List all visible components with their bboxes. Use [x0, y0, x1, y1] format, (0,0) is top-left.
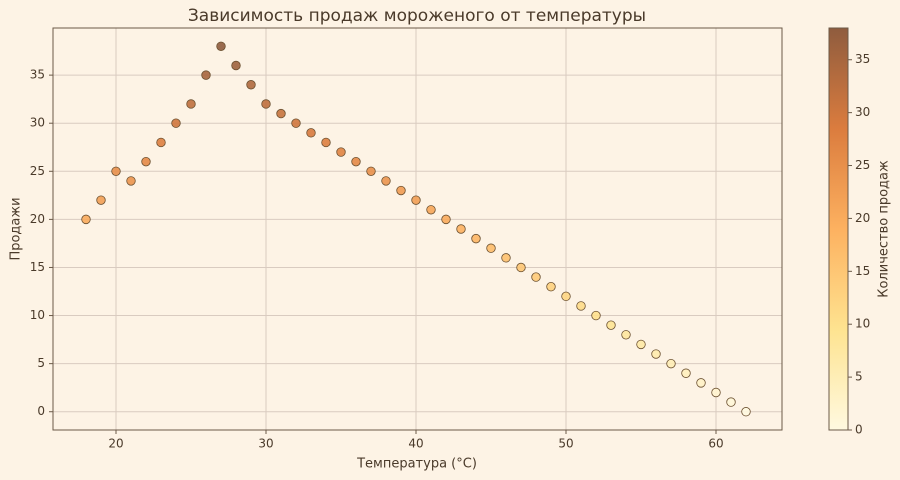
- y-tick-label: 5: [37, 356, 45, 370]
- point: [81, 214, 91, 225]
- point: [351, 156, 361, 167]
- point: [546, 282, 556, 292]
- point: [636, 339, 646, 350]
- point: [261, 99, 271, 109]
- point: [411, 195, 421, 205]
- x-tick-label: 30: [258, 437, 273, 451]
- point: [171, 118, 181, 128]
- point: [486, 243, 496, 253]
- point: [666, 358, 676, 369]
- y-tick-label: 0: [37, 404, 45, 418]
- point: [396, 185, 406, 196]
- colorbar-tick-label: 15: [855, 264, 870, 278]
- point: [456, 224, 466, 234]
- point: [336, 147, 346, 157]
- x-tick-label: 40: [408, 437, 423, 451]
- chart-title: Зависимость продаж мороженого от темпера…: [188, 6, 646, 26]
- colorbar-tick-label: 20: [855, 211, 870, 225]
- point: [156, 137, 166, 148]
- point: [426, 205, 436, 215]
- x-tick-label: 60: [708, 437, 723, 451]
- colorbar-tick-label: 5: [855, 370, 863, 384]
- point: [651, 349, 661, 359]
- point: [306, 128, 316, 138]
- point: [201, 70, 211, 80]
- point: [276, 108, 286, 119]
- point: [231, 60, 241, 71]
- point: [516, 262, 526, 273]
- y-tick-label: 35: [30, 68, 45, 82]
- x-axis-label: Температура (°C): [356, 457, 477, 472]
- y-axis-label: Продажи: [9, 197, 24, 260]
- point: [381, 176, 391, 186]
- point: [366, 166, 376, 176]
- point: [216, 41, 226, 51]
- colorbar-label: Количество продаж: [877, 160, 892, 298]
- point: [561, 291, 571, 302]
- y-tick-label: 25: [30, 164, 45, 178]
- colorbar-tick-label: 35: [855, 52, 870, 66]
- colorbar: [828, 27, 849, 431]
- point: [501, 253, 511, 263]
- point: [726, 397, 736, 407]
- point: [291, 118, 301, 128]
- point: [186, 99, 196, 109]
- point: [591, 310, 601, 321]
- point: [681, 368, 691, 378]
- y-tick-label: 15: [30, 260, 45, 274]
- point: [471, 233, 481, 244]
- point: [606, 320, 616, 330]
- point: [111, 166, 121, 176]
- point: [246, 80, 256, 90]
- point: [441, 214, 451, 225]
- colorbar-tick-label: 10: [855, 317, 870, 331]
- point: [576, 301, 586, 311]
- point: [741, 407, 751, 417]
- point: [711, 387, 721, 398]
- point: [531, 272, 541, 282]
- point: [696, 378, 706, 388]
- colorbar-tick-label: 25: [855, 158, 870, 172]
- y-tick-label: 10: [30, 308, 45, 322]
- x-tick-label: 50: [558, 437, 573, 451]
- y-tick-label: 30: [30, 116, 45, 130]
- point: [126, 176, 136, 186]
- colorbar-tick-label: 0: [855, 423, 863, 437]
- point: [621, 330, 631, 340]
- point: [96, 195, 106, 205]
- colorbar-tick-label: 30: [855, 105, 870, 119]
- x-tick-label: 20: [108, 437, 123, 451]
- plot-frame: [52, 27, 783, 431]
- point: [141, 156, 151, 167]
- y-tick-label: 20: [30, 212, 45, 226]
- point: [321, 137, 331, 148]
